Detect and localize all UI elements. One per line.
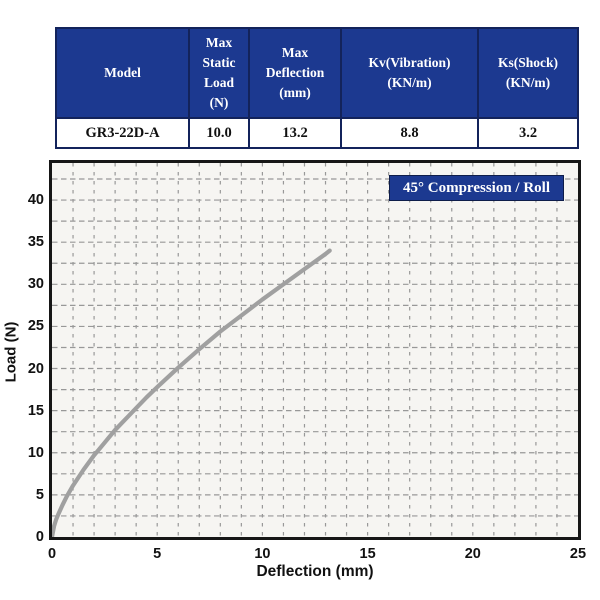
col-header-max-static-load: Max Static Load (N) (188, 27, 250, 119)
y-tick-label: 20 (27, 360, 44, 377)
x-axis-title: Deflection (mm) (256, 563, 374, 580)
cell-ks-shock: 3.2 (477, 117, 579, 149)
load-deflection-curve (52, 248, 332, 537)
cell-kv-vibration: 8.8 (340, 117, 479, 149)
x-tick-label: 0 (47, 546, 57, 562)
chart-plot-area: 45° Compression / Roll (49, 160, 581, 540)
y-tick-label: 10 (27, 444, 44, 461)
col-header-max-deflection: Max Deflection (mm) (248, 27, 342, 119)
x-tick-label: 20 (464, 546, 481, 562)
cell-model: GR3-22D-A (55, 117, 190, 149)
col-header-ks-shock: Ks(Shock) (KN/m) (477, 27, 579, 119)
cell-max-deflection: 13.2 (248, 117, 342, 149)
y-tick-label: 40 (27, 192, 44, 209)
y-tick-label: 5 (35, 486, 44, 503)
col-header-kv-vibration: Kv(Vibration) (KN/m) (340, 27, 479, 119)
table-header-row: Model Max Static Load (N) Max Deflection… (55, 27, 579, 119)
y-tick-label: 0 (35, 529, 44, 545)
x-tick-label: 15 (359, 546, 376, 562)
y-tick-label: 30 (27, 276, 44, 293)
y-tick-label: 25 (27, 318, 44, 335)
y-tick-label: 15 (27, 402, 44, 419)
y-tick-label: 35 (27, 234, 44, 251)
chart-svg (52, 163, 578, 537)
table-row: GR3-22D-A 10.0 13.2 8.8 3.2 (55, 117, 579, 149)
col-header-model: Model (55, 27, 190, 119)
x-tick-label: 10 (254, 546, 271, 562)
chart-legend-badge: 45° Compression / Roll (389, 175, 564, 201)
x-tick-label: 25 (569, 546, 587, 562)
spec-table: Model Max Static Load (N) Max Deflection… (55, 27, 579, 149)
x-tick-label: 5 (153, 546, 162, 562)
cell-max-static-load: 10.0 (188, 117, 250, 149)
